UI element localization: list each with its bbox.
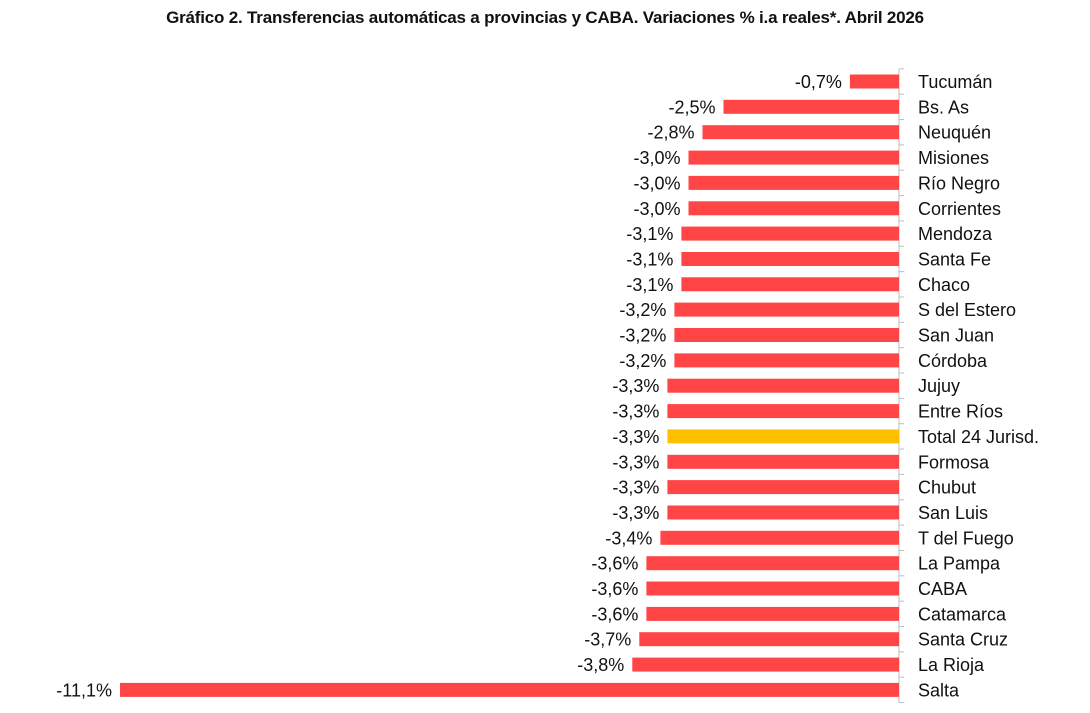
category-label: San Juan	[918, 326, 994, 346]
data-label: -3,4%	[605, 528, 652, 548]
data-label: -3,6%	[591, 554, 638, 574]
data-label: -3,3%	[612, 427, 659, 447]
bar	[849, 74, 899, 89]
data-label: -3,7%	[584, 630, 631, 650]
data-label: -3,2%	[619, 351, 666, 371]
category-label: Bs. As	[918, 97, 969, 117]
data-label: -3,1%	[626, 275, 673, 295]
data-label: -11,1%	[56, 680, 112, 700]
category-label: Chubut	[918, 478, 976, 498]
category-label: Entre Ríos	[918, 402, 1003, 422]
category-label: Mendoza	[918, 224, 993, 244]
data-label: -3,1%	[626, 250, 673, 270]
category-label: Río Negro	[918, 173, 1000, 193]
data-label: -3,3%	[612, 503, 659, 523]
category-label: La Pampa	[918, 554, 1001, 574]
category-label: Corrientes	[918, 199, 1001, 219]
bar	[702, 125, 899, 140]
category-label: Córdoba	[918, 351, 988, 371]
category-label: Tucumán	[918, 72, 992, 92]
bar	[639, 632, 899, 647]
bar	[632, 657, 899, 672]
bar	[120, 682, 899, 697]
data-label: -2,8%	[647, 123, 694, 143]
category-label: CABA	[918, 579, 967, 599]
bar	[674, 353, 899, 368]
bar	[688, 150, 899, 165]
category-label: Misiones	[918, 148, 989, 168]
bar	[646, 581, 899, 596]
category-label: Santa Fe	[918, 250, 991, 270]
data-label: -3,8%	[577, 655, 624, 675]
category-label: S del Estero	[918, 300, 1016, 320]
category-label: Formosa	[918, 452, 990, 472]
category-label: Catamarca	[918, 604, 1007, 624]
bar	[723, 99, 899, 114]
chart-title: Gráfico 2. Transferencias automáticas a …	[166, 8, 924, 27]
bar	[674, 302, 899, 317]
data-label: -3,3%	[612, 402, 659, 422]
bar	[667, 404, 899, 419]
data-label: -3,1%	[626, 224, 673, 244]
category-label: Chaco	[918, 275, 970, 295]
data-label: -3,3%	[612, 376, 659, 396]
bar	[667, 378, 899, 393]
data-label: -3,0%	[633, 199, 680, 219]
category-label: Jujuy	[918, 376, 960, 396]
bar	[688, 175, 899, 190]
category-label: T del Fuego	[918, 528, 1014, 548]
data-label: -3,2%	[619, 300, 666, 320]
data-label: -3,0%	[633, 173, 680, 193]
bar	[660, 530, 899, 545]
data-label: -3,0%	[633, 148, 680, 168]
bar-total	[667, 429, 899, 444]
data-label: -3,3%	[612, 478, 659, 498]
data-label: -3,2%	[619, 326, 666, 346]
bar	[646, 556, 899, 571]
category-label: San Luis	[918, 503, 988, 523]
bar	[688, 201, 899, 216]
category-label: Neuquén	[918, 123, 991, 143]
bar	[674, 328, 899, 342]
category-label: La Rioja	[918, 655, 985, 675]
category-label: Santa Cruz	[918, 630, 1008, 650]
data-label: -3,6%	[591, 579, 638, 599]
data-label: -3,6%	[591, 604, 638, 624]
bar	[667, 480, 899, 495]
data-label: -2,5%	[668, 97, 715, 117]
data-label: -3,3%	[612, 452, 659, 472]
bar	[646, 606, 899, 621]
bar	[681, 277, 899, 292]
bar	[681, 226, 899, 241]
data-label: -0,7%	[795, 72, 842, 92]
bar	[667, 454, 899, 469]
bar	[667, 505, 899, 520]
category-label: Salta	[918, 680, 960, 700]
category-label: Total 24 Jurisd.	[918, 427, 1039, 447]
bar	[681, 252, 899, 266]
